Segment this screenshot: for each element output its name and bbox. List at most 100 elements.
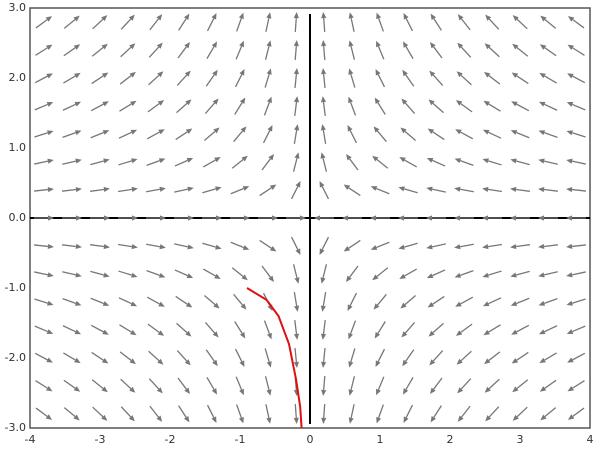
arrow [259,184,277,197]
arrow [426,215,446,221]
arrow [483,324,501,336]
x-tick-label: -4 [25,433,36,446]
arrow [264,376,272,396]
arrow [321,40,327,61]
arrow [426,269,446,279]
arrow [204,98,219,114]
arrow [119,351,136,365]
arrow [203,294,220,309]
arrow [510,297,530,306]
arrow [426,157,446,167]
arrow [347,125,358,144]
arrow [231,267,248,281]
arrow [399,268,418,279]
arrow [321,403,327,424]
arrow [402,349,415,367]
arrow [566,130,586,138]
arrow [90,158,110,166]
arrow [566,186,587,193]
arrow [540,407,557,421]
trajectory [246,287,303,429]
arrow [233,293,247,310]
arrow [566,102,586,111]
arrow [429,70,444,86]
arrow [290,236,301,255]
arrow [264,40,272,60]
arrow [485,406,500,422]
arrow [485,14,500,30]
arrow [146,296,165,307]
arrow [176,99,192,114]
arrow [118,186,138,193]
arrow [264,68,272,88]
arrow [348,404,355,424]
arrow [293,292,300,312]
arrow [63,379,81,392]
arrow [91,379,108,393]
arrow [510,158,530,166]
arrow [482,158,502,166]
arrow [148,350,164,365]
arrow [233,126,247,143]
y-tick-label: -1.0 [5,281,26,294]
arrow [403,404,414,423]
x-tick-label: 2 [447,433,454,446]
arrow [263,320,272,340]
arrow [374,321,386,339]
arrow [146,269,166,278]
arrow [566,243,587,250]
arrow [177,377,190,394]
arrow [566,298,586,306]
arrow [177,42,190,59]
arrow [567,380,585,392]
arrow [90,130,110,139]
x-tick-label: 3 [517,433,524,446]
arrow [539,44,557,57]
arrow [346,265,359,282]
arrow [230,186,250,195]
arrow [146,215,166,221]
arrow [236,12,244,32]
arrow [512,406,528,421]
arrow [538,271,558,278]
arrow [34,298,54,306]
arrow [402,69,415,87]
arrow [92,15,108,30]
arrow [178,13,190,31]
arrow [539,379,557,392]
arrow [118,270,138,278]
arrow [234,348,245,367]
arrow [370,241,390,250]
arrow [347,292,358,311]
arrow [427,128,445,141]
arrow [146,158,166,167]
arrow [90,101,109,112]
arrow [174,157,194,167]
arrow [230,215,250,221]
arrow [398,215,418,221]
arrow [146,243,166,250]
arrow [202,242,222,250]
arrow [538,298,558,306]
arrow [119,100,137,112]
arrow [567,16,585,29]
arrow [348,96,357,116]
arrow [511,351,529,364]
arrow [403,13,414,32]
arrow [90,324,109,335]
arrow [91,43,108,57]
arrow [63,72,81,84]
arrow [538,186,559,193]
arrow [402,41,414,59]
y-tick-label: 3.0 [9,1,27,14]
arrow [293,347,299,368]
arrow [204,322,219,338]
arrow [202,268,221,279]
arrow [202,215,222,221]
arrow [148,378,163,394]
arrow [374,97,386,115]
arrow [457,405,471,422]
arrow [35,16,53,29]
arrow [482,297,502,307]
arrow [348,376,356,396]
